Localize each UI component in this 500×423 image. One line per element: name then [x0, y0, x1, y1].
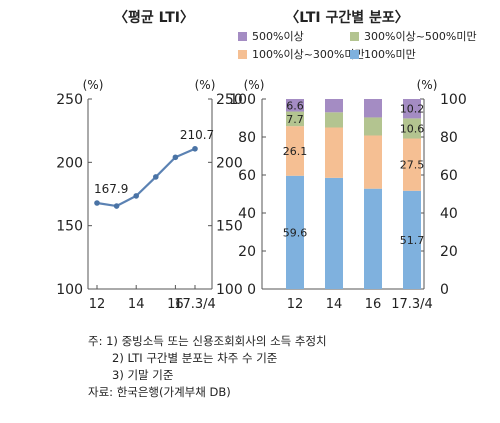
bar-segment: [364, 188, 382, 289]
line-chart-title: 〈평균 LTI〉: [114, 9, 194, 26]
bar-chart-x-tick-label: 14: [326, 297, 343, 312]
bar-data-label: 10.2: [400, 103, 425, 116]
legend-swatch: [350, 50, 359, 59]
line-chart-right-tick-label: 100: [216, 282, 243, 298]
line-series-point: [153, 174, 159, 180]
bar-data-label: 7.7: [286, 113, 304, 126]
stacked-bar-chart: 〈LTI 구간별 분포〉 500%이상 100%이상~300%미만 300%이상~5…: [229, 9, 476, 312]
bar-segment: [403, 190, 421, 289]
bar-chart-left-tick-label: 0: [247, 282, 256, 298]
bar-chart-title: 〈LTI 구간별 분포〉: [285, 9, 409, 26]
line-series-path: [96, 147, 196, 208]
line-data-label: 167.9: [94, 182, 128, 196]
line-chart-x-tick-label: 17.3/4: [174, 297, 216, 312]
bar-chart-right-tick-label: 40: [440, 206, 458, 222]
bar-segment: [325, 112, 343, 128]
line-data-label: 210.7: [180, 128, 214, 142]
bar-segment: [403, 138, 421, 191]
bar-segment: [286, 111, 304, 127]
bar-chart-left-tick-label: 60: [238, 168, 256, 184]
line-chart-left-tick-label: 100: [56, 282, 83, 298]
line-chart-x-tick-label: 16: [167, 297, 184, 312]
bar-chart-left-tick-label: 100: [229, 92, 256, 108]
bar-chart-right-tick-label: 60: [440, 168, 458, 184]
bar-chart-x-tick-label: 12: [287, 297, 304, 312]
bar-data-label: 51.7: [400, 234, 425, 247]
legend-label: 500%이상: [252, 30, 304, 43]
bar-segment: [403, 99, 421, 119]
bar-segment: [364, 117, 382, 136]
bar-chart-left-tick-label: 20: [238, 244, 256, 260]
bar-segment: [325, 99, 343, 113]
line-chart-left-tick-label: 250: [56, 92, 83, 108]
bar-segment: [286, 126, 304, 176]
line-chart-x-tick-label: 12: [89, 297, 106, 312]
line-chart-x-tick-label: 14: [128, 297, 145, 312]
footnote-2: 2) LTI 구간별 분포는 차주 수 기준: [112, 351, 278, 365]
line-chart: 〈평균 LTI〉 (%) (%) 100 100 150 150 200 200 250 25…: [56, 9, 242, 312]
line-series-point: [172, 154, 179, 161]
bar-segment: [325, 177, 343, 289]
bar-segment: [364, 135, 382, 189]
legend-label: 100%미만: [364, 48, 416, 61]
footnote-3: 3) 기말 기준: [112, 368, 174, 382]
bar-segment: [286, 99, 304, 112]
line-chart-right-unit: (%): [195, 78, 216, 92]
bar-chart-x-tick-label: 16: [365, 297, 382, 312]
line-chart-left-tick-label: 150: [56, 219, 83, 235]
line-chart-left-unit: (%): [83, 78, 104, 92]
bar-segment: [364, 99, 382, 118]
line-chart-right-tick-label: 200: [216, 155, 243, 171]
bar-data-label: 6.6: [286, 99, 304, 112]
bar-chart-x-tick-label: 17.3/4: [391, 297, 433, 312]
bar-segment: [286, 175, 304, 289]
bar-chart-right-tick-label: 0: [440, 282, 449, 298]
legend-label: 100%이상~300%미만: [252, 48, 365, 61]
bar-segment: [325, 127, 343, 178]
footnotes: 주: 1) 중빙소득 또는 신용조회회사의 소득 추정치 2) LTI 구간별 …: [88, 333, 327, 401]
line-chart-right-tick-label: 250: [216, 92, 243, 108]
legend-swatch: [238, 32, 247, 41]
bar-chart-left-unit: (%): [244, 78, 265, 92]
line-series-point: [113, 203, 120, 209]
bar-chart-legend: 500%이상 100%이상~300%미만 300%이상~500%미만 100%미만: [238, 30, 477, 61]
bar-chart-right-unit: (%): [417, 78, 438, 92]
bar-chart-right-tick-label: 80: [440, 130, 458, 146]
footnote-1: 주: 1) 중빙소득 또는 신용조회회사의 소득 추정치: [88, 334, 327, 348]
line-series-point: [94, 200, 100, 206]
line-chart-right-tick-label: 150: [216, 219, 243, 235]
line-chart-left-tick-label: 200: [56, 155, 83, 171]
source-note: 자료: 한국은행(가계부채 DB): [88, 385, 231, 399]
bar-chart-right-tick-label: 100: [440, 92, 467, 108]
bar-data-label: 59.6: [283, 226, 308, 239]
bar-chart-right-tick-label: 20: [440, 244, 458, 260]
legend-swatch: [238, 50, 247, 59]
line-series-point: [192, 145, 198, 152]
bar-segment: [403, 118, 421, 139]
bar-chart-left-tick-label: 40: [238, 206, 256, 222]
legend-swatch: [350, 32, 359, 41]
bar-chart-left-tick-label: 80: [238, 130, 256, 146]
legend-label: 300%이상~500%미만: [364, 30, 477, 43]
line-series-point: [133, 193, 139, 199]
bar-data-label: 10.6: [400, 122, 425, 135]
bar-data-label: 26.1: [283, 145, 308, 158]
bar-data-label: 27.5: [400, 159, 425, 172]
